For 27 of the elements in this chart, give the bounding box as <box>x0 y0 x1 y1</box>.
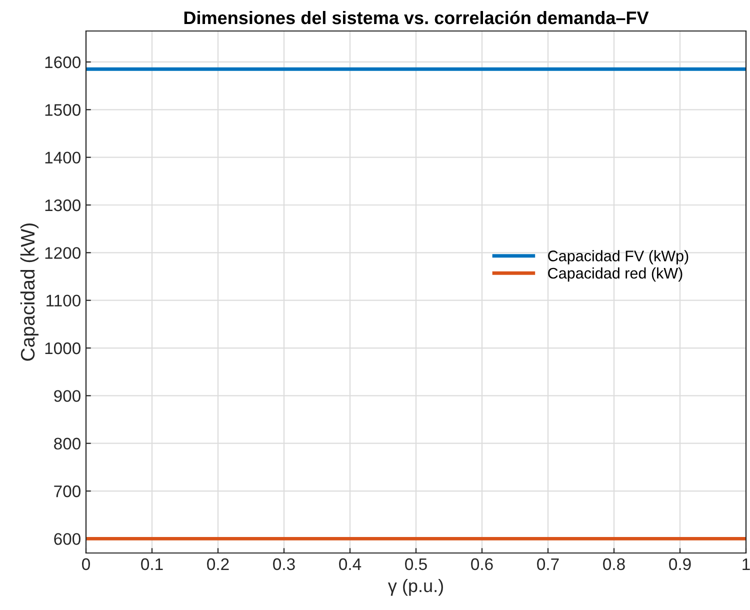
legend-label: Capacidad FV (kWp) <box>548 250 688 264</box>
y-tick-label: 1400 <box>45 152 80 164</box>
y-tick-label: 1000 <box>45 342 80 354</box>
x-tick-label: 0.7 <box>537 558 559 570</box>
legend-label: Capacidad red (kW) <box>548 267 682 282</box>
x-tick-label: 0.9 <box>669 558 691 570</box>
x-axis-title: γ (p.u.) <box>388 578 443 596</box>
x-tick-label: 0.4 <box>339 558 362 570</box>
y-tick-label: 1600 <box>45 56 80 68</box>
chart-title: Dimensiones del sistema vs. correlación demanda–FV <box>184 10 649 24</box>
y-tick-label: 1300 <box>45 199 80 212</box>
y-tick-label: 1200 <box>45 247 80 259</box>
x-tick-label: 0.8 <box>603 558 625 570</box>
x-tick-label: 1 <box>742 558 750 570</box>
x-tick-label: 0.6 <box>471 558 493 570</box>
y-tick-label: 800 <box>54 438 80 450</box>
y-axis-title: Capacidad (kW) <box>20 224 39 361</box>
x-tick-label: 0.2 <box>207 558 229 570</box>
x-tick-label: 0.1 <box>141 558 163 570</box>
y-tick-label: 1100 <box>46 294 80 307</box>
x-tick-label: 0.3 <box>273 558 295 570</box>
y-tick-label: 900 <box>54 390 80 402</box>
y-tick-label: 700 <box>54 485 80 498</box>
y-tick-label: 1500 <box>45 104 80 116</box>
x-tick-label: 0.5 <box>405 558 427 570</box>
y-tick-label: 600 <box>54 533 80 545</box>
x-tick-label: 0 <box>82 558 90 570</box>
